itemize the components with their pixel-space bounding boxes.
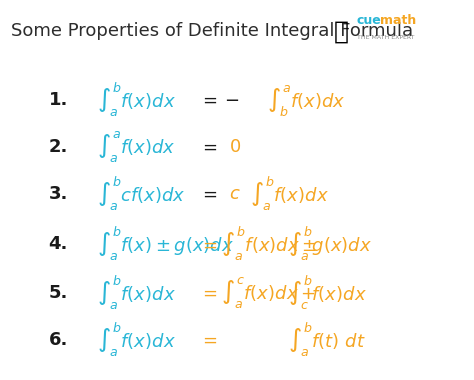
Text: 1.: 1. — [48, 91, 68, 109]
Text: math: math — [380, 14, 416, 27]
Text: $\int_a^b f(x) \pm g(x)dx$: $\int_a^b f(x) \pm g(x)dx$ — [97, 225, 234, 263]
Text: Some Properties of Definite Integral Formula: Some Properties of Definite Integral For… — [11, 22, 413, 40]
Text: $= \int_a^c f(x)dx +$: $= \int_a^c f(x)dx +$ — [199, 276, 315, 310]
Text: $=$: $=$ — [199, 185, 218, 203]
Text: $\int_a^b f(x)dx$: $\int_a^b f(x)dx$ — [250, 175, 329, 213]
Text: $\int_a^b f(x)dx$: $\int_a^b f(x)dx$ — [97, 81, 175, 119]
Text: $c$: $c$ — [229, 185, 240, 203]
Text: $\int_a^b f(x)dx$: $\int_a^b f(x)dx$ — [97, 321, 175, 359]
Text: $\int_a^b f(t)\ dt$: $\int_a^b f(t)\ dt$ — [288, 321, 366, 359]
Text: $\int_a^b g(x)dx$: $\int_a^b g(x)dx$ — [288, 225, 373, 263]
Text: $\int_a^b cf(x)dx$: $\int_a^b cf(x)dx$ — [97, 175, 185, 213]
Text: 🚀: 🚀 — [334, 20, 349, 44]
Text: 6.: 6. — [48, 331, 68, 349]
Text: THE MATH EXPERT: THE MATH EXPERT — [356, 35, 414, 40]
Text: $\int_c^b f(x)dx$: $\int_c^b f(x)dx$ — [288, 274, 367, 312]
Text: 4.: 4. — [48, 235, 68, 253]
Text: 5.: 5. — [48, 284, 68, 302]
Text: $=$: $=$ — [199, 331, 218, 349]
Text: 3.: 3. — [48, 185, 68, 203]
Text: $\int_b^a f(x)dx$: $\int_b^a f(x)dx$ — [267, 82, 346, 118]
Text: $\int_a^b f(x)dx$: $\int_a^b f(x)dx$ — [97, 274, 175, 312]
Text: $= \int_a^b f(x)dx \pm$: $= \int_a^b f(x)dx \pm$ — [199, 225, 316, 263]
Text: 2.: 2. — [48, 138, 68, 156]
Text: cue: cue — [356, 14, 382, 27]
Text: $0$: $0$ — [229, 138, 241, 156]
Text: $\int_a^a f(x)dx$: $\int_a^a f(x)dx$ — [97, 130, 175, 165]
Text: $=$: $=$ — [199, 138, 218, 156]
Text: $= -$: $= -$ — [199, 91, 240, 109]
